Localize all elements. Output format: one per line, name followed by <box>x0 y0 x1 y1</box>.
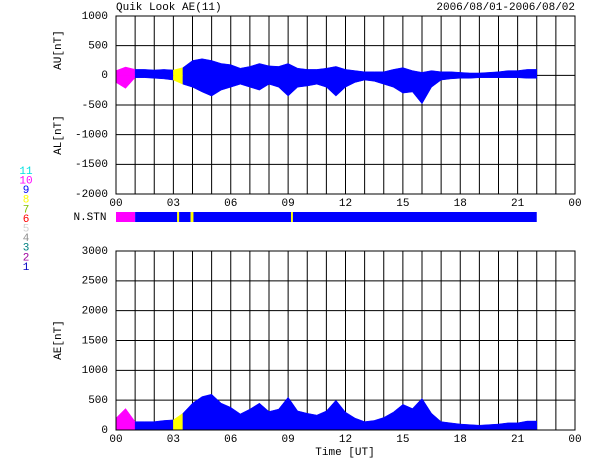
y-tick-label: 0 <box>101 70 108 82</box>
station-segment <box>290 212 293 222</box>
y-axis-label: AU[nT] <box>53 30 65 70</box>
station-segment <box>179 212 191 222</box>
y-tick-label: 500 <box>88 41 108 53</box>
y-tick-label: 1000 <box>82 365 108 377</box>
y-tick-label: 500 <box>88 395 108 407</box>
x-tick-label: 15 <box>396 198 409 210</box>
legend-entry: 4 <box>23 233 30 245</box>
y-tick-label: -1000 <box>75 130 108 142</box>
y-tick-label: 1500 <box>82 335 108 347</box>
x-tick-label: 09 <box>282 198 295 210</box>
strip-label: N.STN <box>73 212 106 224</box>
y-axis-label: AE[nT] <box>53 320 65 360</box>
area-au <box>182 58 537 76</box>
x-tick-label: 03 <box>167 434 180 446</box>
x-tick-label: 21 <box>511 434 525 446</box>
legend-entry: 9 <box>23 185 30 197</box>
legend-entry: 11 <box>19 166 33 178</box>
x-tick-label: 00 <box>109 434 122 446</box>
x-tick-label: 03 <box>167 198 180 210</box>
y-tick-label: -2000 <box>75 189 108 201</box>
x-tick-label: 12 <box>339 434 352 446</box>
x-tick-label: 06 <box>224 198 237 210</box>
station-segment <box>116 212 136 222</box>
station-segment <box>292 212 537 222</box>
y-tick-label: 2500 <box>82 276 108 288</box>
area-al <box>182 75 537 105</box>
plot-frame <box>115 15 576 195</box>
y-tick-label: 0 <box>101 425 108 437</box>
x-tick-label: 06 <box>224 434 237 446</box>
legend-entry: 1 <box>23 262 30 274</box>
y-tick-label: -1500 <box>75 159 108 171</box>
chart-title: Quik Look AE(11) <box>116 2 222 14</box>
station-segment <box>177 212 180 222</box>
area-ae <box>182 393 537 431</box>
station-segment <box>190 212 194 222</box>
legend-entry: 3 <box>23 243 30 255</box>
station-segment <box>135 212 178 222</box>
station-segment <box>193 212 291 222</box>
legend-entry: 10 <box>19 176 32 188</box>
x-tick-label: 00 <box>568 198 581 210</box>
x-tick-label: 21 <box>511 198 525 210</box>
legend-entry: 8 <box>23 195 30 207</box>
area-au <box>134 69 174 76</box>
x-tick-label: 09 <box>282 434 295 446</box>
legend-entry: 6 <box>23 214 30 226</box>
date-range: 2006/08/01-2006/08/02 <box>436 2 575 14</box>
x-tick-label: 15 <box>396 434 409 446</box>
y-tick-label: 2000 <box>82 306 108 318</box>
y-tick-label: -500 <box>82 100 108 112</box>
y-tick-label: 3000 <box>82 246 108 258</box>
legend-entry: 2 <box>23 252 30 264</box>
y-axis-label: AL[nT] <box>53 115 65 155</box>
x-axis-label: Time [UT] <box>315 447 374 459</box>
x-tick-label: 00 <box>109 198 122 210</box>
x-tick-label: 12 <box>339 198 352 210</box>
x-tick-label: 18 <box>454 198 467 210</box>
legend-entry: 7 <box>23 204 30 216</box>
plot-frame <box>115 250 576 431</box>
y-tick-label: 1000 <box>82 11 108 23</box>
x-tick-label: 00 <box>568 434 581 446</box>
x-tick-label: 18 <box>454 434 467 446</box>
legend-entry: 5 <box>23 224 30 236</box>
